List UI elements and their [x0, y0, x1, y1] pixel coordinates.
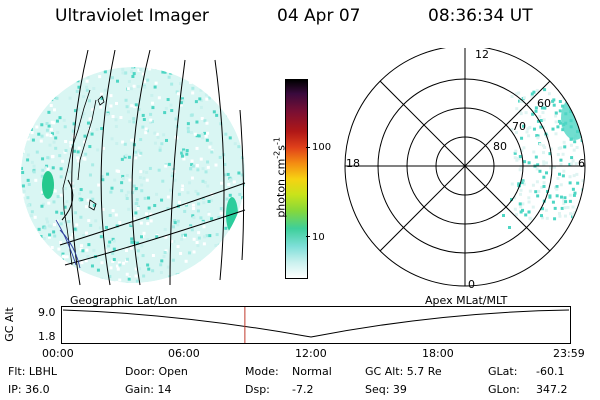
apex-caption: Apex MLat/MLT [425, 294, 508, 307]
mlt-label-6: 6 [578, 157, 585, 170]
x-tick-1800: 18:00 [422, 347, 454, 360]
date-label: 04 Apr 07 [277, 6, 361, 26]
dayside-lines [55, 219, 81, 269]
colorbar-tickmark [306, 236, 310, 237]
altitude-timeline [61, 306, 571, 344]
mlt-label-0: 0 [468, 278, 475, 291]
info-mode-label: Mode: [245, 365, 279, 378]
time-label: 08:36:34 UT [428, 6, 533, 26]
colorbar-tick-100: 100 [312, 142, 332, 153]
lat-label-70: 70 [512, 120, 526, 133]
geographic-map [21, 50, 246, 286]
info-gain: Gain: 14 [125, 383, 172, 396]
info-mode-value: Normal [292, 365, 332, 378]
info-door: Door: Open [125, 365, 188, 378]
info-seq: Seq: 39 [365, 383, 407, 396]
geographic-caption: Geographic Lat/Lon [70, 294, 178, 307]
info-glat-value: -60.1 [536, 365, 565, 378]
x-tick-0000: 00:00 [42, 347, 74, 360]
info-glon-label: GLon: [488, 383, 520, 396]
info-ip: IP: 36.0 [8, 383, 50, 396]
info-filter: Flt: LBHL [8, 365, 57, 378]
map-grid [59, 50, 246, 286]
info-dsp-value: -7.2 [292, 383, 314, 396]
altitude-curve [62, 309, 570, 338]
mlt-label-18: 18 [346, 157, 360, 170]
timeline-y-top: 9.0 [38, 306, 56, 319]
app-title: Ultraviolet Imager [55, 6, 209, 26]
info-glat-label: GLat: [488, 365, 518, 378]
x-tick-1200: 12:00 [295, 347, 327, 360]
lat-label-60: 60 [537, 97, 551, 110]
info-glon-value: 347.2 [536, 383, 568, 396]
colorbar-unit: photon cm-2s-1 [272, 137, 288, 218]
info-gc-alt: GC Alt: 5.7 Re [365, 365, 442, 378]
polar-grid [344, 48, 586, 287]
timeline-y-title: GC Alt [2, 307, 16, 342]
magnetic-polar-plot [344, 48, 586, 287]
mlt-label-12: 12 [475, 48, 489, 61]
info-dsp-label: Dsp: [245, 383, 270, 396]
colorbar-tick-10: 10 [312, 232, 325, 243]
colorbar-tickmark [306, 147, 310, 148]
lat-label-80: 80 [493, 140, 507, 153]
x-tick-0600: 06:00 [168, 347, 200, 360]
coastline [62, 89, 105, 266]
timeline-y-bottom: 1.8 [38, 330, 56, 343]
colorbar [285, 79, 308, 279]
x-tick-2359: 23:59 [553, 347, 585, 360]
uv-emission-disc [21, 67, 245, 283]
